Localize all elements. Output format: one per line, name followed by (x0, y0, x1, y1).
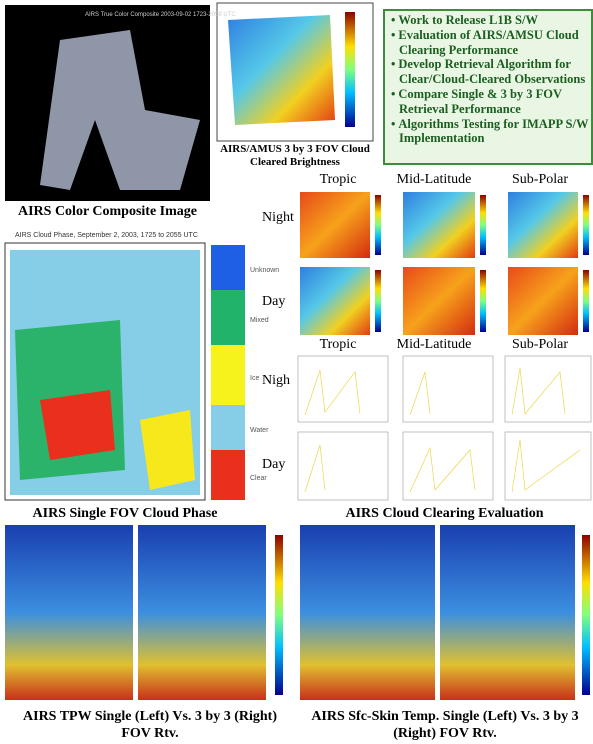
plot (298, 432, 388, 500)
colorbar (582, 535, 590, 695)
column-header: Sub-Polar (490, 172, 590, 188)
region (40, 390, 115, 460)
caption: AIRS Cloud Clearing Evaluation (298, 505, 591, 522)
task-item: Work to Release L1B S/W (389, 13, 589, 28)
task-item: Algorithms Testing for IMAPP S/W Impleme… (389, 117, 589, 147)
legend-swatch (211, 405, 245, 450)
map (300, 192, 370, 258)
plot (505, 432, 591, 500)
task-list: Work to Release L1B S/WEvaluation of AIR… (389, 13, 589, 146)
colorbar (345, 12, 355, 127)
legend-swatch (211, 245, 245, 290)
legend-label: Water (250, 427, 268, 434)
map (403, 192, 475, 258)
legend-swatch (211, 345, 245, 405)
row-label: Nigh (262, 373, 290, 389)
column-header: Tropic (288, 337, 388, 353)
column-header: Tropic (288, 172, 388, 188)
map (508, 267, 578, 335)
row-label: Night (262, 210, 294, 226)
task-item: Evaluation of AIRS/AMSU Cloud Clearing P… (389, 28, 589, 58)
caption: AIRS Color Composite Image (5, 203, 210, 220)
colorbar (375, 270, 381, 332)
caption: AIRS Sfc-Skin Temp. Single (Left) Vs. 3 … (310, 708, 580, 742)
caption: AIRS Single FOV Cloud Phase (5, 505, 245, 522)
plot (298, 356, 388, 422)
map (508, 192, 578, 258)
plot (403, 356, 493, 422)
task-item: Develop Retrieval Algorithm for Clear/Cl… (389, 57, 589, 87)
image-title: AIRS Cloud Phase, September 2, 2003, 172… (15, 232, 198, 239)
image (300, 525, 435, 700)
map (403, 267, 475, 335)
colorbar (583, 270, 589, 332)
legend-label: Mixed (250, 317, 269, 324)
column-header: Mid-Latitude (384, 172, 484, 188)
map (300, 267, 370, 335)
image-title: AIRS True Color Composite 2003-09-02 172… (85, 12, 236, 18)
row-label: Day (262, 294, 285, 310)
column-header: Sub-Polar (490, 337, 590, 353)
colorbar (375, 195, 381, 255)
plot-grid (298, 356, 591, 500)
row-label: Day (262, 457, 285, 473)
legend-swatch (211, 450, 245, 500)
column-header: Mid-Latitude (384, 337, 484, 353)
plot (403, 432, 493, 500)
colorbar (480, 195, 486, 255)
task-box: Work to Release L1B S/WEvaluation of AIR… (383, 9, 593, 165)
map-grid (300, 192, 589, 335)
colorbar (480, 270, 486, 332)
colorbar (275, 535, 283, 695)
image (5, 525, 133, 700)
legend-label: Unknown (250, 267, 279, 274)
swath (228, 15, 335, 125)
poster: AIRS True Color Composite 2003-09-02 172… (0, 0, 593, 744)
legend-label: Ice (250, 375, 259, 382)
caption: AIRS/AMUS 3 by 3 FOV Cloud Cleared Brigh… (217, 143, 373, 169)
plot (505, 356, 591, 422)
task-item: Compare Single & 3 by 3 FOV Retrieval Pe… (389, 87, 589, 117)
image (138, 525, 266, 700)
caption: AIRS TPW Single (Left) Vs. 3 by 3 (Right… (15, 708, 285, 742)
image (440, 525, 575, 700)
legend-label: Clear (250, 475, 267, 482)
colorbar (583, 195, 589, 255)
legend-swatch (211, 290, 245, 345)
